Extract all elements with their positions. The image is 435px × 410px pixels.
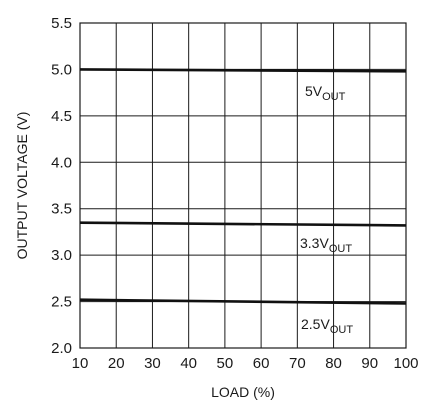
x-tick-label: 50 [217, 355, 234, 372]
y-tick-label: 2.5 [51, 294, 72, 311]
x-tick-label: 60 [253, 355, 270, 372]
y-tick-label: 4.5 [51, 108, 72, 125]
plot-frame [79, 22, 407, 349]
series-line [79, 298, 407, 305]
x-axis-title: LOAD (%) [211, 384, 275, 400]
x-tick-label: 100 [393, 355, 418, 372]
x-tick-labels: 10 20 30 40 50 60 70 80 90 100 [72, 355, 419, 372]
x-tick-label: 70 [289, 355, 306, 372]
y-tick-labels: 2.0 2.5 3.0 3.5 4.0 4.5 5.0 5.5 [51, 15, 72, 357]
x-tick-label: 80 [325, 355, 342, 372]
y-tick-label: 5.0 [51, 61, 72, 78]
series-label: 3.3VOUT [300, 235, 352, 255]
y-tick-label: 2.0 [51, 340, 72, 357]
x-tick-label: 40 [180, 355, 197, 372]
series-label: 2.5VOUT [301, 316, 353, 336]
x-tick-label: 10 [72, 355, 89, 372]
y-tick-label: 3.5 [51, 201, 72, 218]
y-tick-label: 5.5 [51, 15, 72, 32]
series-line [79, 221, 407, 227]
x-tick-label: 20 [108, 355, 125, 372]
series-labels: 5VOUT 3.3VOUT 2.5VOUT [300, 83, 353, 336]
series-line [79, 68, 407, 73]
y-tick-label: 3.0 [51, 247, 72, 264]
y-tick-label: 4.0 [51, 154, 72, 171]
series-layer [79, 68, 407, 305]
x-tick-label: 90 [361, 355, 378, 372]
x-tick-label: 30 [144, 355, 161, 372]
series-label: 5VOUT [305, 83, 346, 103]
y-axis-title: OUTPUT VOLTAGE (V) [14, 112, 30, 260]
